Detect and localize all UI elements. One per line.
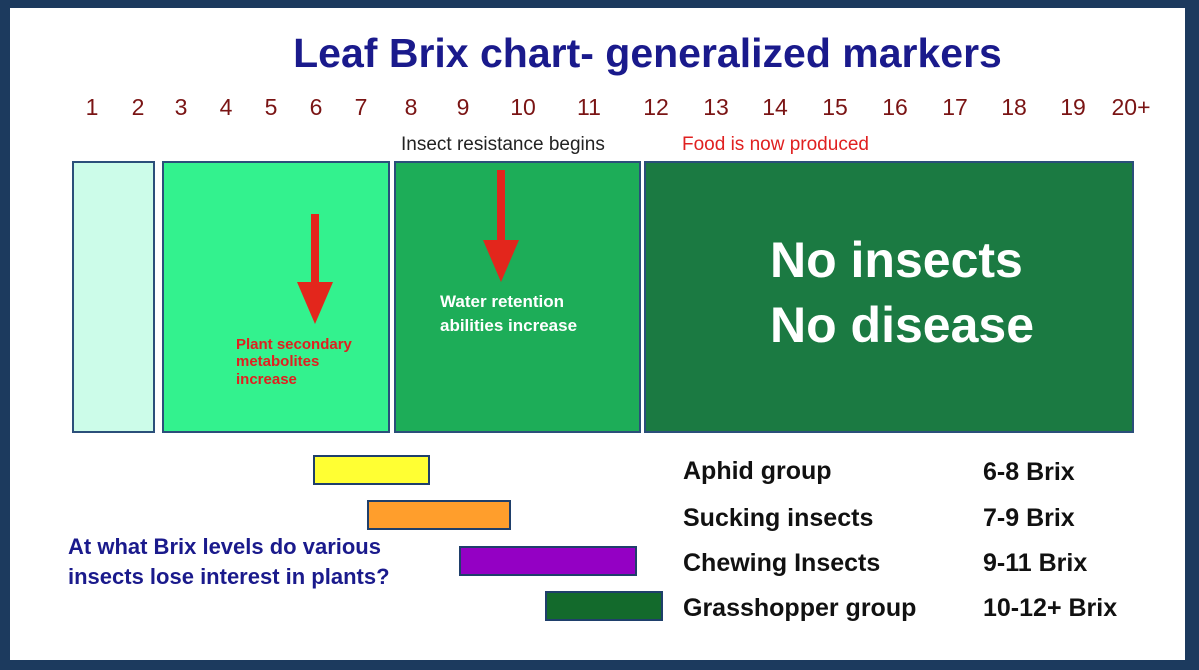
insect-resistance-note: Insect resistance begins	[401, 134, 605, 155]
scale-number: 9	[456, 94, 470, 120]
scale-number: 10	[510, 94, 536, 120]
scale-number: 6	[309, 94, 323, 120]
water-retention-text: Water retention abilities increase	[440, 292, 578, 335]
insect-range: 6-8 Brix	[983, 458, 1075, 486]
no-insects-disease-text: No insects No disease	[770, 232, 1035, 353]
chewing-range-bar	[459, 546, 637, 576]
scale-number: 3	[174, 94, 188, 120]
question-text: At what Brix levels do various insects l…	[68, 534, 390, 589]
scale-number: 20+	[1111, 94, 1151, 120]
zone-brix-3-7	[162, 161, 390, 433]
scale-number: 15	[822, 94, 848, 120]
scale-number: 19	[1060, 94, 1086, 120]
insect-name: Chewing Insects	[683, 549, 881, 577]
scale-number: 5	[264, 94, 278, 120]
food-produced-note: Food is now produced	[682, 134, 869, 155]
slide-title: Leaf Brix chart- generalized markers	[293, 30, 1002, 76]
scale-number: 7	[354, 94, 368, 120]
insect-range: 10-12+ Brix	[983, 594, 1118, 622]
secondary-metabolites-text: Plant secondary metabolites increase	[236, 336, 352, 388]
grasshopper-range-bar	[545, 591, 663, 621]
scale-number: 16	[882, 94, 908, 120]
zone-brix-12-plus	[644, 161, 1134, 433]
zone-brix-1-2	[72, 161, 155, 433]
scale-number: 12	[643, 94, 669, 120]
scale-number: 4	[219, 94, 233, 120]
zone-brix-8-11	[394, 161, 641, 433]
scale-number: 14	[762, 94, 788, 120]
scale-number: 8	[404, 94, 418, 120]
insect-range: 9-11 Brix	[983, 549, 1088, 577]
sucking-range-bar	[367, 500, 511, 530]
scale-number: 2	[131, 94, 145, 120]
scale-number: 11	[577, 94, 601, 120]
insect-name: Grasshopper group	[683, 594, 917, 622]
insect-name: Sucking insects	[683, 504, 874, 532]
scale-number: 18	[1001, 94, 1027, 120]
scale-number: 13	[703, 94, 729, 120]
insect-range: 7-9 Brix	[983, 504, 1075, 532]
aphid-range-bar	[313, 455, 430, 485]
scale-number: 1	[85, 94, 99, 120]
scale-number: 17	[942, 94, 968, 120]
insect-name: Aphid group	[683, 457, 832, 485]
